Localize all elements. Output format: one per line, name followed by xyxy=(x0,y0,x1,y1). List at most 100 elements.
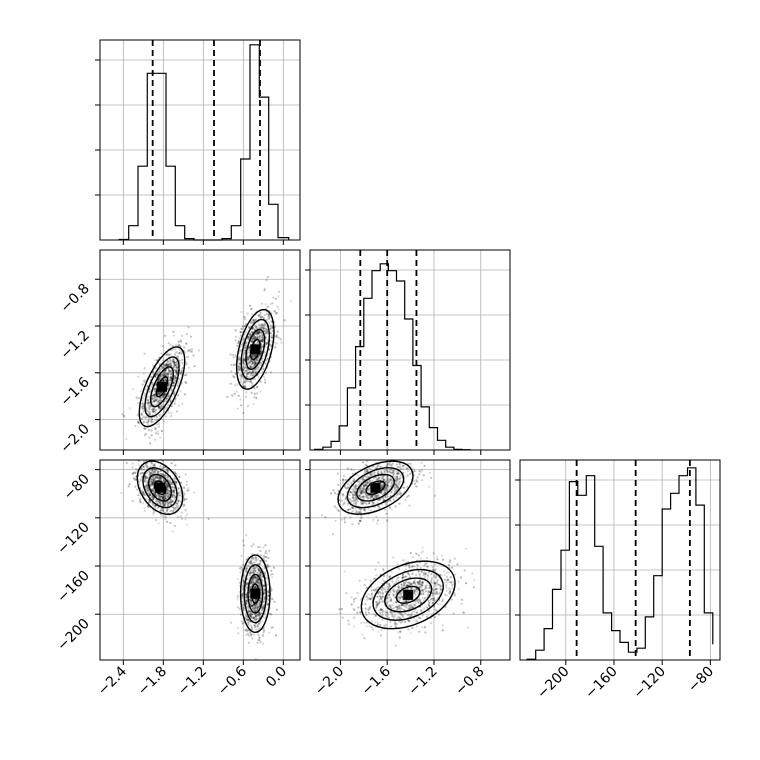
scatter-point xyxy=(257,331,261,334)
scatter-point xyxy=(146,402,149,405)
scatter-point xyxy=(175,480,178,483)
scatter-point xyxy=(163,374,166,377)
scatter-point xyxy=(331,533,335,536)
scatter-point xyxy=(145,476,148,479)
scatter-point xyxy=(159,495,162,498)
scatter-point xyxy=(420,586,423,589)
panel-frame xyxy=(99,39,301,241)
scatter-point xyxy=(170,499,173,502)
scatter-point xyxy=(249,614,252,617)
scatter-area xyxy=(310,460,510,660)
scatter-point xyxy=(189,335,192,338)
scatter-point xyxy=(252,578,255,582)
scatter-point xyxy=(239,380,242,383)
scatter-point xyxy=(258,637,261,640)
scatter-point xyxy=(413,565,416,568)
scatter-point xyxy=(243,349,246,352)
scatter-point xyxy=(270,327,273,330)
scatter-point xyxy=(417,601,420,604)
scatter-point xyxy=(249,571,252,574)
scatter-point xyxy=(258,602,261,605)
scatter-point xyxy=(370,585,373,589)
scatter-point xyxy=(266,338,269,341)
scatter-point xyxy=(411,573,414,576)
scatter-point xyxy=(256,336,259,339)
scatter-point xyxy=(391,471,394,474)
scatter-point xyxy=(394,475,397,478)
scatter-point xyxy=(155,451,157,453)
scatter-point xyxy=(388,463,391,466)
scatter-point xyxy=(232,356,235,359)
scatter-point xyxy=(234,384,237,387)
scatter-point xyxy=(361,501,364,504)
scatter-point xyxy=(177,500,180,503)
scatter-point xyxy=(244,629,247,632)
scatter-point xyxy=(385,519,389,523)
scatter-point xyxy=(412,467,415,470)
scatter-point xyxy=(433,598,436,601)
scatter-point xyxy=(157,495,160,498)
scatter-point xyxy=(412,480,415,483)
scatter-point xyxy=(154,474,157,477)
scatter-point xyxy=(250,626,254,630)
scatter-point xyxy=(257,639,260,642)
scatter-point xyxy=(169,361,172,364)
scatter-point xyxy=(386,495,389,498)
scatter-point xyxy=(249,614,252,618)
histogram-steps xyxy=(314,263,471,451)
scatter-point xyxy=(159,407,162,410)
scatter-point xyxy=(390,472,393,475)
scatter-point xyxy=(148,470,151,474)
scatter-point xyxy=(433,616,436,619)
scatter-point xyxy=(185,332,188,335)
scatter-point xyxy=(359,519,362,523)
scatter-point xyxy=(398,490,401,493)
scatter-point xyxy=(358,494,361,497)
scatter-point xyxy=(161,396,164,399)
scatter-point xyxy=(152,503,155,507)
scatter-point xyxy=(158,400,161,403)
scatter-point xyxy=(255,604,258,608)
scatter-point xyxy=(391,479,394,482)
scatter-point xyxy=(166,470,169,473)
scatter-point xyxy=(134,485,137,488)
scatter-point xyxy=(413,588,416,591)
scatter-point xyxy=(248,571,251,574)
scatter-point xyxy=(394,482,397,485)
scatter-point xyxy=(250,604,253,608)
scatter-point xyxy=(404,612,407,615)
scatter-point xyxy=(237,594,240,597)
scatter-point xyxy=(424,571,428,574)
scatter-point xyxy=(423,564,426,567)
scatter-point xyxy=(377,495,380,498)
scatter-point xyxy=(157,405,161,408)
scatter-point xyxy=(259,334,262,337)
scatter-point xyxy=(247,336,250,339)
scatter-point xyxy=(258,330,261,333)
scatter-point xyxy=(143,352,146,355)
scatter-point xyxy=(385,476,389,479)
scatter-point xyxy=(271,334,274,337)
scatter-point xyxy=(253,604,257,607)
scatter-point xyxy=(385,469,388,472)
scatter-point xyxy=(256,625,259,628)
scatter-point xyxy=(148,506,151,509)
scatter-point xyxy=(252,567,255,570)
scatter-point xyxy=(396,485,399,488)
scatter-point xyxy=(184,518,187,521)
scatter-point xyxy=(259,594,262,597)
scatter-point xyxy=(390,508,393,511)
scatter-point xyxy=(151,394,154,397)
scatter-point xyxy=(345,487,348,490)
scatter-point xyxy=(143,451,145,453)
scatter-point xyxy=(242,607,245,610)
scatter-point xyxy=(159,375,162,378)
scatter-point xyxy=(244,344,247,347)
scatter-point xyxy=(267,594,270,598)
scatter-point xyxy=(162,410,166,413)
scatter-point xyxy=(254,581,257,584)
scatter-point xyxy=(259,571,262,574)
scatter-point xyxy=(405,600,408,603)
scatter-point xyxy=(153,388,156,391)
scatter-point xyxy=(167,364,170,367)
